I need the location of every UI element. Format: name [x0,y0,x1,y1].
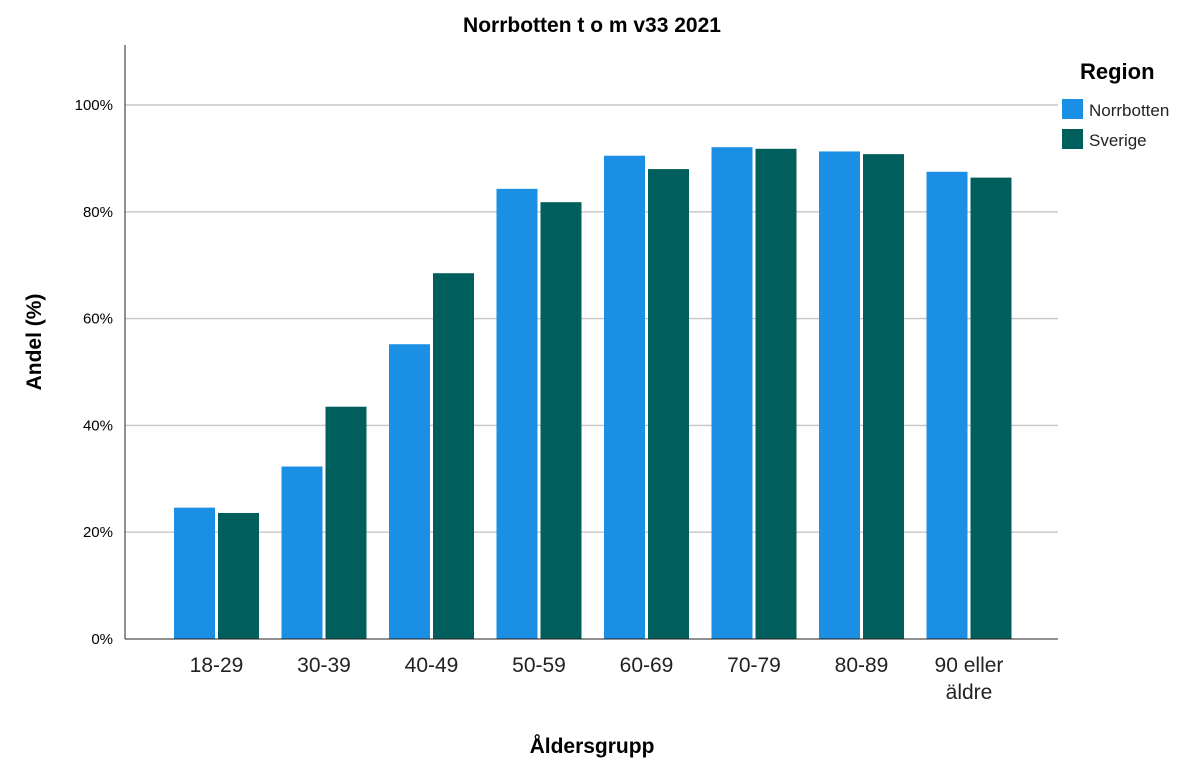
y-tick-label: 100% [75,97,113,114]
chart-title: Norrbotten t o m v33 2021 [463,14,721,37]
bars [174,147,1012,640]
bar-norrbotten-40-49 [389,344,430,639]
bar-norrbotten-30-39 [281,466,323,639]
gridlines [125,104,1058,533]
y-tick-label: 40% [83,417,113,434]
legend-label-sverige: Sverige [1089,131,1147,150]
bar-norrbotten-60-69 [604,155,645,640]
bar-norrbotten-50-59 [496,188,538,639]
y-tick-label: 0% [91,631,113,648]
x-axis-title: Åldersgrupp [530,734,655,758]
x-tick-label: 60-69 [620,654,674,677]
y-axis-title: Andel (%) [23,294,46,391]
bar-sverige-80-89 [863,154,904,640]
x-tick-label: 30-39 [297,654,351,677]
y-tick-label: 80% [83,204,113,221]
bar-sverige-18-29 [218,512,259,639]
bar-sverige-70-79 [755,148,797,639]
legend-swatch-norrbotten [1062,99,1083,119]
bar-norrbotten-80-89 [819,151,860,639]
y-tick-label: 60% [83,311,113,328]
x-tick-label: 90 eller äldre [935,654,1004,704]
x-tick-label: 80-89 [835,654,889,677]
legend-items: Norrbotten Sverige [1062,99,1169,150]
bar-sverige-50-59 [540,202,582,640]
legend-swatch-sverige [1062,129,1083,149]
bar-sverige-30-39 [325,406,367,639]
bar-sverige-60-69 [648,169,689,639]
legend: Region Norrbotten Sverige [1062,59,1169,150]
y-axis-ticks: 0% 20% 40% 60% 80% 100% [75,97,113,648]
bar-norrbotten-18-29 [174,507,215,639]
bar-sverige-40-49 [433,273,474,639]
bar-sverige-90-eller-äldre [970,177,1012,639]
x-axis-ticks: 18-29 30-39 40-49 50-59 60-69 70-79 80-89 90 el… [190,654,1004,704]
bar-norrbotten-70-79 [711,147,753,639]
bar-norrbotten-90-eller-äldre [926,171,968,639]
x-tick-label: 50-59 [512,654,566,677]
x-tick-label: 18-29 [190,654,244,677]
x-tick-label: 40-49 [405,654,459,677]
y-tick-label: 20% [83,524,113,541]
legend-label-norrbotten: Norrbotten [1089,101,1169,120]
legend-title: Region [1080,59,1155,84]
x-tick-label: 70-79 [727,654,781,677]
